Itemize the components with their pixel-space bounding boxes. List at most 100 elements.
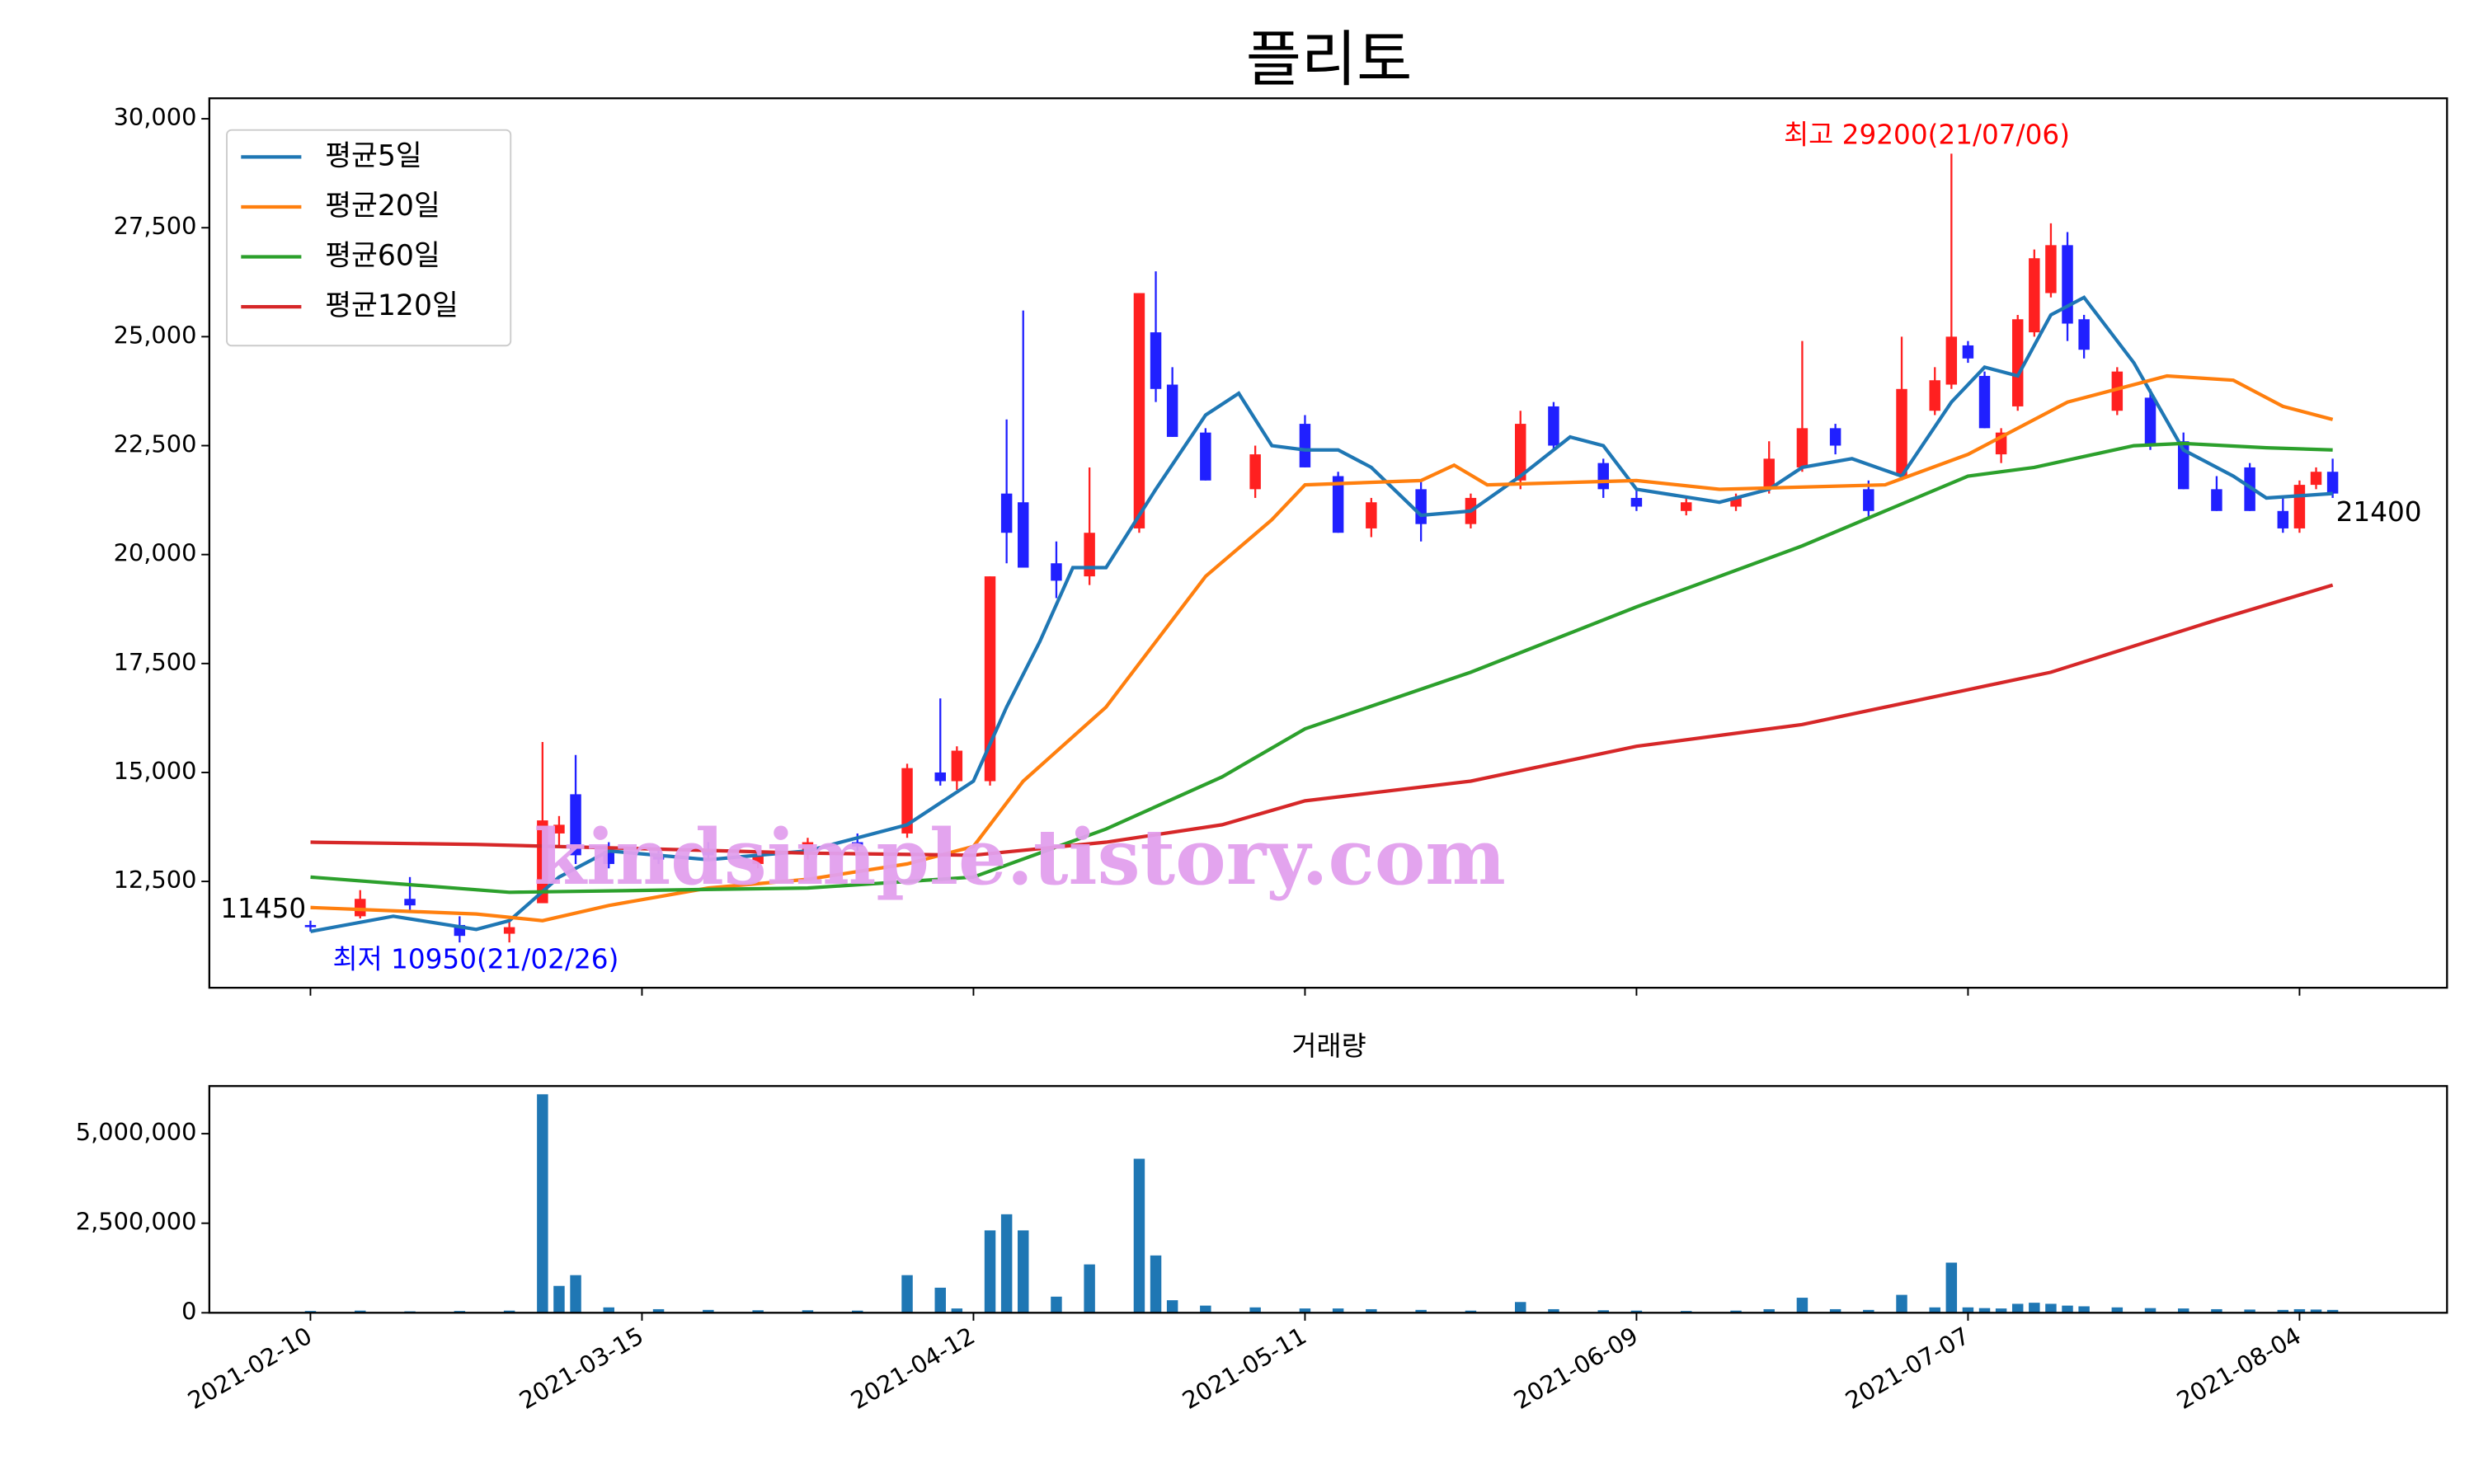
- volume-bar: [2144, 1308, 2157, 1313]
- candle-body: [2144, 397, 2157, 446]
- candle-body: [852, 842, 863, 847]
- y-tick-label: 30,000: [114, 103, 197, 131]
- volume-bar: [802, 1310, 814, 1313]
- candle-body: [1200, 432, 1211, 481]
- volume-bar: [1200, 1305, 1211, 1313]
- candle-body: [2029, 258, 2040, 333]
- volume-bar: [652, 1308, 665, 1313]
- x-tick-label: 2021-08-04: [2172, 1322, 2306, 1415]
- candle-body: [2277, 510, 2289, 528]
- candle-body: [1150, 332, 1162, 389]
- annotation: 최고 29200(21/07/06): [1784, 119, 2070, 150]
- candle-body: [355, 899, 366, 917]
- candle-body: [934, 772, 946, 782]
- volume-bar: [2326, 1309, 2339, 1313]
- y-tick-label: 17,500: [114, 648, 197, 676]
- chart-title: 플리토: [1246, 25, 1413, 95]
- candle-body: [1630, 497, 1643, 507]
- volume-bar: [1730, 1310, 1742, 1313]
- volume-bar: [1978, 1308, 1991, 1313]
- candle-body: [652, 855, 665, 860]
- volume-bar: [752, 1310, 764, 1313]
- volume-title: 거래량: [1291, 1031, 1366, 1062]
- volume-bar: [2062, 1305, 2073, 1313]
- candle-body: [1945, 336, 1958, 385]
- legend-label: 평균60일: [325, 240, 440, 273]
- volume-bar: [603, 1307, 614, 1313]
- volume-bar: [2111, 1307, 2124, 1313]
- y-tick-label: 12,500: [114, 866, 197, 894]
- candle-body: [1415, 489, 1427, 524]
- x-tick-label: 2021-07-07: [1841, 1322, 1974, 1415]
- candle-body: [304, 924, 317, 928]
- annotation: 11450: [220, 893, 306, 924]
- x-tick-label: 2021-02-10: [183, 1322, 317, 1415]
- legend-label: 평균120일: [325, 289, 459, 322]
- volume-bar: [1995, 1308, 2007, 1313]
- volume-bar: [2211, 1308, 2222, 1313]
- volume-bar: [1133, 1158, 1145, 1313]
- volume-bar: [1929, 1307, 1940, 1313]
- candle-body: [1249, 454, 1261, 490]
- candle-body: [1863, 489, 1874, 511]
- candle-body: [2045, 245, 2057, 294]
- candle-body: [1829, 428, 1841, 446]
- volume-bar: [1166, 1300, 1178, 1313]
- volume-bar: [2277, 1309, 2289, 1313]
- candle-body: [2293, 485, 2306, 528]
- candle-body: [2310, 472, 2322, 486]
- x-tick-label: 2021-04-12: [846, 1322, 980, 1415]
- volume-bar: [1515, 1302, 1526, 1313]
- annotation: 최저 10950(21/02/26): [333, 943, 619, 974]
- legend-label: 평균20일: [325, 190, 440, 223]
- candle-body: [1332, 476, 1344, 533]
- legend-box: [226, 129, 512, 347]
- candle-body: [1681, 502, 1692, 511]
- candle-body: [1929, 380, 1940, 411]
- volume-bar: [1465, 1310, 1477, 1313]
- ma-line: [310, 373, 2334, 923]
- volume-bar: [537, 1094, 548, 1313]
- candle-body: [1133, 293, 1145, 528]
- volume-bar: [1249, 1307, 1261, 1313]
- candle-body: [404, 899, 416, 906]
- candle-body: [553, 824, 565, 834]
- volume-bar: [1299, 1308, 1311, 1313]
- candle-body: [1051, 563, 1062, 581]
- candle-body: [1000, 493, 1013, 533]
- candle-body: [1796, 428, 1808, 467]
- volume-bar: [951, 1308, 963, 1313]
- volume-bar: [1763, 1308, 1775, 1313]
- y-tick-label: 0: [181, 1297, 196, 1325]
- volume-bar: [852, 1310, 863, 1313]
- volume-bar: [1084, 1264, 1095, 1313]
- candle-body: [1166, 384, 1178, 437]
- candle-body: [1366, 502, 1377, 528]
- volume-bar: [901, 1275, 913, 1313]
- volume-bar: [570, 1275, 581, 1313]
- candle-body: [1896, 388, 1907, 477]
- ma-line: [310, 583, 2334, 857]
- candle-body: [951, 750, 963, 782]
- y-tick-label: 27,500: [114, 212, 197, 240]
- volume-bar: [2244, 1309, 2255, 1313]
- candle-body: [802, 842, 814, 852]
- volume-bar: [1018, 1230, 1029, 1313]
- candle-body: [1962, 345, 1974, 359]
- candle-body: [1515, 424, 1526, 481]
- volume-bar: [984, 1230, 996, 1313]
- volume-bar: [1000, 1214, 1013, 1313]
- x-tick-label: 2021-05-11: [1178, 1322, 1311, 1415]
- volume-bar: [1829, 1308, 1841, 1313]
- y-tick-label: 20,000: [114, 539, 197, 567]
- volume-bar: [1051, 1296, 1062, 1313]
- plot-frame: [208, 1085, 2448, 1314]
- volume-bar: [703, 1309, 714, 1313]
- candle-body: [2011, 319, 2024, 406]
- volume-bar: [1630, 1310, 1643, 1313]
- volume-bar: [2078, 1306, 2090, 1313]
- volume-bar: [934, 1287, 946, 1313]
- candle-body: [1763, 458, 1775, 490]
- candle-body: [2244, 467, 2255, 511]
